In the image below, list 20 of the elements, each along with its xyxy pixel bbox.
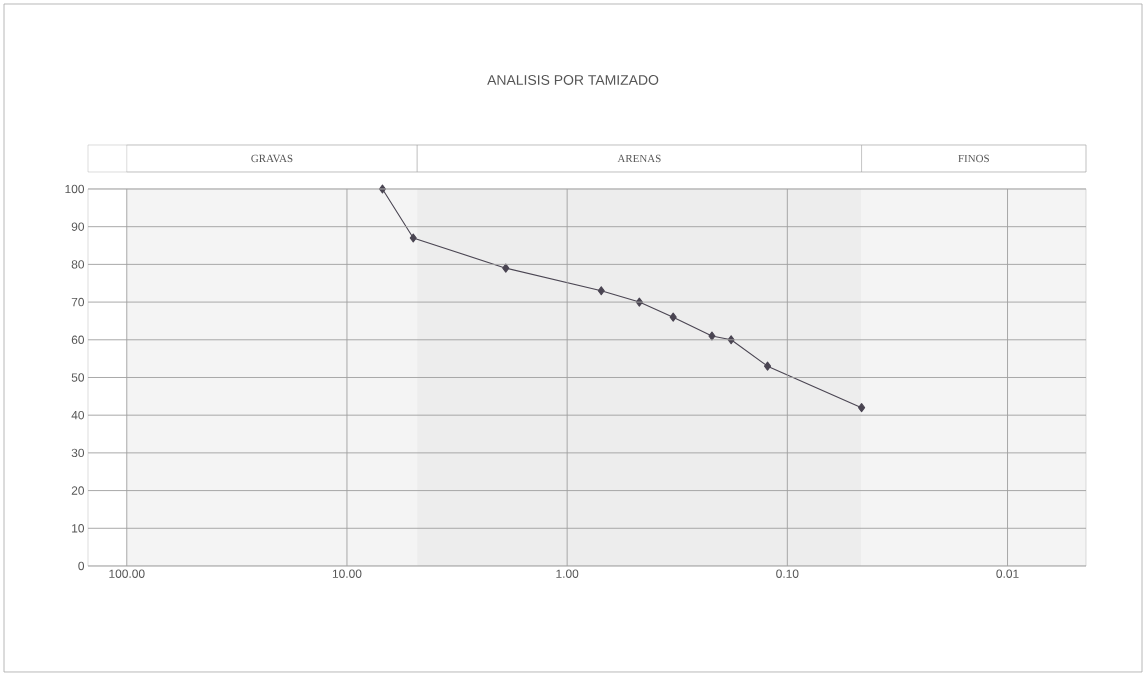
x-tick-label: 0.10 (776, 569, 799, 578)
y-tick-label: 0 (78, 561, 85, 571)
y-tick-label: 90 (71, 222, 85, 231)
y-tick-label: 30 (71, 448, 85, 458)
x-tick-label: 100.00 (109, 569, 145, 578)
y-tick-label: 80 (71, 260, 85, 269)
y-tick-label: 20 (71, 486, 85, 495)
band-label: ARENAS (617, 154, 661, 163)
x-tick-label: 1.00 (556, 569, 579, 578)
y-tick-label: 10 (72, 524, 85, 533)
y-tick-label: 50 (71, 373, 85, 382)
x-tick-label: 10.00 (332, 569, 362, 578)
chart-title: ANALISIS POR TAMIZADO (487, 75, 659, 85)
x-tick-label: 0.01 (996, 569, 1019, 578)
y-tick-label: 60 (71, 335, 85, 345)
y-tick-label: 100 (65, 184, 85, 194)
band-label: GRAVAS (251, 154, 293, 163)
y-tick-label: 40 (71, 410, 85, 420)
band-label: FINOS (958, 154, 989, 163)
y-tick-label: 70 (71, 297, 85, 307)
